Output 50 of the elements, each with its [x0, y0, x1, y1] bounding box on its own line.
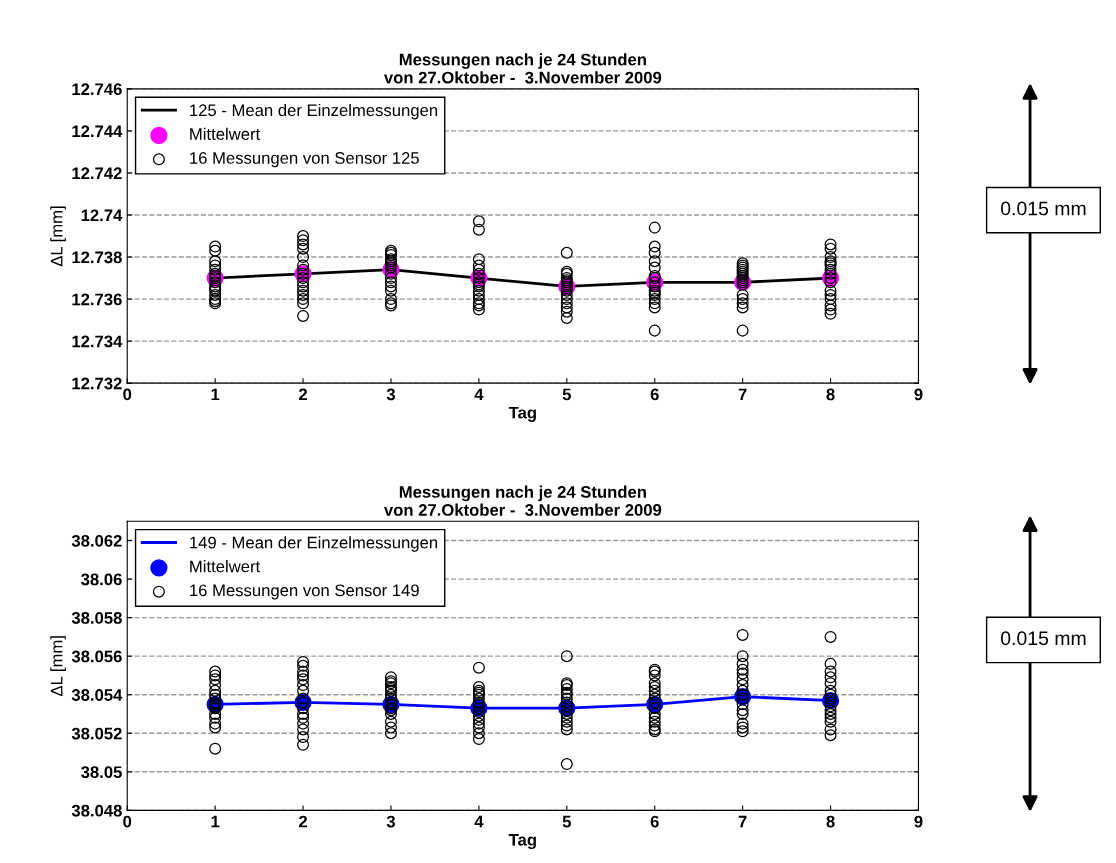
- legend-label: Mittelwert: [190, 560, 261, 573]
- text: 0.015 mm: [1001, 631, 1086, 646]
- x-tick-label: 2: [299, 388, 308, 401]
- legend-label: 16 Messungen von Sensor 149: [190, 584, 419, 600]
- y-axis-title: ΔL [mm]: [50, 206, 66, 267]
- x-tick-label: 3: [386, 388, 395, 401]
- y-tick-label: 12.746: [72, 83, 122, 96]
- chart-title: Messungen nach je 24 Stunden von 27.Oktober - 3.November 2009: [383, 485, 662, 516]
- x-tick-label: 8: [826, 388, 835, 401]
- x-tick-label: 6: [650, 388, 659, 401]
- x-tick-label: 0: [123, 388, 132, 401]
- x-tick-label: 7: [738, 815, 747, 828]
- y-tick-label: 38.056: [71, 650, 122, 663]
- x-tick-label: 5: [562, 815, 571, 828]
- x-axis-title: Tag: [508, 406, 536, 422]
- x-tick-label: 2: [299, 815, 308, 828]
- x-tick-label: 3: [386, 815, 395, 828]
- y-tick-label: 12.734: [72, 335, 123, 348]
- y-tick-label: 38.048: [71, 804, 122, 817]
- y-tick-label: 38.05: [81, 766, 122, 779]
- y-axis-title: ΔL [mm]: [50, 636, 66, 697]
- x-tick-label: 5: [562, 388, 571, 401]
- y-tick-label: 12.744: [72, 125, 123, 137]
- x-tick-label: 9: [914, 815, 923, 828]
- x-tick-label: 7: [738, 388, 747, 401]
- y-tick-label: 38.052: [71, 727, 122, 740]
- y-tick-label: 12.732: [72, 377, 122, 390]
- chart-title: Messungen nach je 24 Stunden von 27.Oktober - 3.November 2009: [383, 53, 662, 84]
- y-tick-label: 38.054: [71, 689, 123, 701]
- legend-label: 149 - Mean der Einzelmessungen: [190, 536, 438, 552]
- legend-label: Mittelwert: [190, 127, 261, 140]
- x-tick-label: 6: [650, 815, 659, 828]
- x-axis-title: Tag: [508, 834, 536, 850]
- x-tick-label: 1: [211, 815, 220, 828]
- y-tick-label: 12.742: [72, 167, 122, 180]
- y-tick-label: 38.062: [71, 534, 122, 547]
- y-tick-label: 38.06: [81, 573, 122, 586]
- x-tick-label: 8: [826, 815, 835, 828]
- legend-label: 125 - Mean der Einzelmessungen: [190, 103, 438, 120]
- y-tick-label: 38.058: [71, 612, 122, 624]
- x-tick-label: 1: [211, 388, 220, 401]
- legend-label: 16 Messungen von Sensor 125: [190, 152, 419, 168]
- y-tick-label: 12.738: [72, 251, 122, 264]
- x-tick-label: 4: [474, 388, 484, 401]
- x-tick-label: 0: [123, 815, 132, 828]
- y-tick-label: 12.736: [72, 293, 122, 306]
- y-tick-label: 12.74: [81, 209, 123, 222]
- x-tick-label: 4: [474, 815, 484, 828]
- text: 0.015 mm: [1001, 201, 1086, 216]
- x-tick-label: 9: [914, 388, 923, 401]
